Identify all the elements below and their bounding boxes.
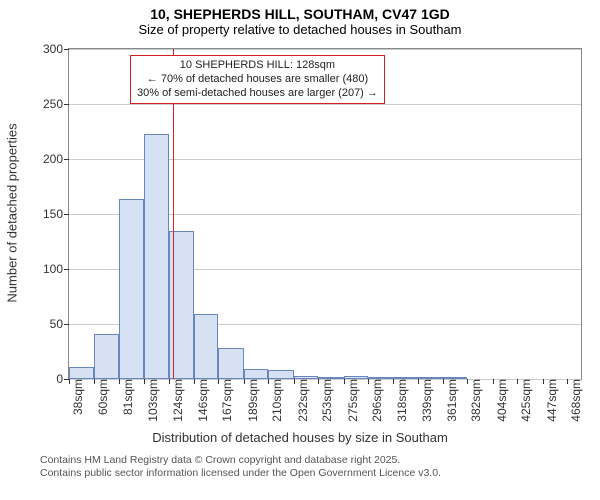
y-tick-label: 300 [43,42,69,56]
x-tick-label: 146sqm [190,379,210,422]
x-tick-label: 275sqm [340,379,360,422]
x-tick-label: 60sqm [90,379,110,415]
histogram-bar [268,370,293,379]
x-tick-label: 253sqm [314,379,334,422]
gridline-h [69,49,581,50]
x-tick-label: 210sqm [264,379,284,422]
histogram-bar [194,314,218,379]
x-tick-label: 103sqm [140,379,160,422]
histogram-bar [144,134,168,379]
x-tick-label: 296sqm [364,379,384,422]
histogram-bar [418,377,443,379]
x-tick-label: 361sqm [439,379,459,422]
y-tick-label: 150 [43,207,69,221]
x-tick-label: 318sqm [389,379,409,422]
callout-line: 10 SHEPHERDS HILL: 128sqm [137,59,378,73]
histogram-bar [443,377,467,379]
histogram-bar [119,199,144,379]
page-subtitle: Size of property relative to detached ho… [0,22,600,37]
histogram-bar [244,369,268,379]
x-axis-label: Distribution of detached houses by size … [0,430,600,445]
x-tick-label: 404sqm [489,379,509,422]
histogram-bar [344,376,368,379]
x-tick-label: 447sqm [539,379,559,422]
y-axis-label: Number of detached properties [5,123,20,302]
y-tick-label: 250 [43,97,69,111]
y-tick-label: 50 [50,317,69,331]
histogram-bar [368,377,393,379]
x-tick-label: 38sqm [65,379,85,415]
x-tick-label: 339sqm [414,379,434,422]
y-tick-label: 100 [43,262,69,276]
histogram-bar [218,348,243,379]
histogram-bar [393,377,417,379]
callout-line: 30% of semi-detached houses are larger (… [137,87,378,101]
x-tick-label: 468sqm [563,379,583,422]
marker-callout: 10 SHEPHERDS HILL: 128sqm← 70% of detach… [130,55,385,104]
page-title: 10, SHEPHERDS HILL, SOUTHAM, CV47 1GD [0,0,600,22]
x-tick-label: 232sqm [290,379,310,422]
x-tick-label: 189sqm [240,379,260,422]
attribution-footer: Contains HM Land Registry data © Crown c… [0,454,600,480]
y-tick-label: 200 [43,152,69,166]
histogram-bar [318,377,343,379]
footer-line: Contains public sector information licen… [40,467,600,480]
histogram-bar [94,334,118,379]
footer-line: Contains HM Land Registry data © Crown c… [40,454,600,467]
x-tick-label: 382sqm [463,379,483,422]
callout-line: ← 70% of detached houses are smaller (48… [137,73,378,87]
x-tick-label: 81sqm [115,379,135,415]
x-tick-label: 425sqm [513,379,533,422]
x-tick-label: 167sqm [214,379,234,422]
x-tick-label: 124sqm [165,379,185,422]
histogram-bar [294,376,318,379]
histogram-bar [69,367,94,379]
